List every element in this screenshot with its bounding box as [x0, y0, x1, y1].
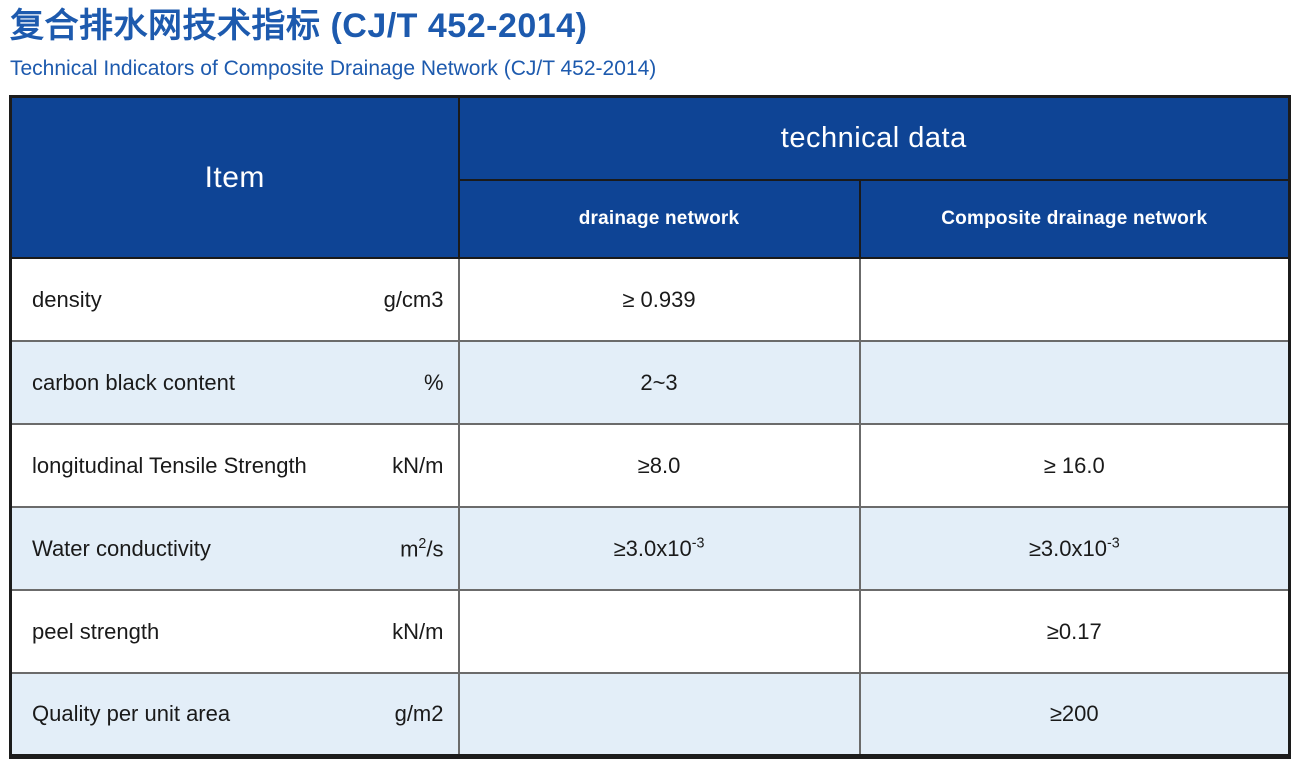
item-cell: Quality per unit area g/m2	[9, 672, 460, 758]
item-unit: g/m2	[394, 701, 444, 727]
item-column-header: Item	[9, 95, 460, 260]
composite-drainage-network-header: Composite drainage network	[858, 179, 1291, 260]
drainage-value-cell: ≥3.0x10-3	[457, 506, 861, 592]
item-cell: longitudinal Tensile Strength kN/m	[9, 423, 460, 509]
table-row: Water conductivity m2/s ≥3.0x10-3 ≥3.0x10-3	[9, 506, 1291, 592]
cell-value: ≥0.17	[1046, 618, 1102, 644]
drainage-value-cell: ≥8.0	[457, 423, 861, 509]
composite-value-cell: ≥0.17	[858, 589, 1291, 675]
item-cell: peel strength kN/m	[9, 589, 460, 675]
page-title: 复合排水网技术指标 (CJ/T 452-2014)	[10, 7, 588, 45]
technical-data-header: technical data	[457, 95, 1291, 182]
composite-value-cell: ≥200	[858, 672, 1291, 758]
composite-value-cell	[858, 340, 1291, 426]
cell-value: ≥3.0x10-3	[613, 535, 705, 561]
drainage-value-cell: 2~3	[457, 340, 861, 426]
table-body: density g/cm3 ≥ 0.939 carbon black content%…	[9, 257, 1291, 758]
item-label: longitudinal Tensile Strength	[32, 452, 307, 478]
item-label: density	[32, 286, 102, 312]
cell-value: ≥8.0	[637, 452, 681, 478]
table-row: Quality per unit area g/m2 ≥200	[9, 672, 1291, 758]
item-unit: kN/m	[392, 618, 444, 644]
drainage-value-cell: ≥ 0.939	[457, 257, 861, 343]
cell-value: ≥ 0.939	[622, 286, 696, 312]
cell-value: ≥3.0x10-3	[1028, 535, 1120, 561]
table-row: density g/cm3 ≥ 0.939	[9, 257, 1291, 343]
composite-value-cell: ≥3.0x10-3	[858, 506, 1291, 592]
item-label: carbon black content	[32, 369, 236, 395]
item-cell: Water conductivity m2/s	[9, 506, 460, 592]
spec-table: Item technical data drainage network Com…	[9, 94, 1291, 759]
item-unit: m2/s	[400, 535, 444, 561]
table-header: Item technical data drainage network Com…	[9, 95, 1291, 260]
table-row: carbon black content% 2~3	[9, 340, 1291, 426]
item-label: Quality per unit area	[32, 701, 231, 727]
table-row: peel strength kN/m ≥0.17	[9, 589, 1291, 675]
cell-value: ≥200	[1049, 701, 1099, 727]
cell-value: 2~3	[640, 369, 678, 395]
cell-value: ≥ 16.0	[1043, 452, 1105, 478]
item-unit: g/cm3	[383, 286, 444, 312]
item-unit: %	[423, 369, 444, 395]
composite-value-cell	[858, 257, 1291, 343]
drainage-value-cell	[457, 672, 861, 758]
item-unit: kN/m	[392, 452, 444, 478]
drainage-network-header: drainage network	[457, 179, 861, 260]
composite-value-cell: ≥ 16.0	[858, 423, 1291, 509]
item-cell: carbon black content%	[9, 340, 460, 426]
page: 复合排水网技术指标 (CJ/T 452-2014) Technical Indi…	[0, 6, 1297, 773]
item-label: Water conductivity	[32, 535, 211, 561]
item-cell: density g/cm3	[9, 257, 460, 343]
item-label: peel strength	[32, 618, 160, 644]
page-subtitle: Technical Indicators of Composite Draina…	[10, 56, 657, 80]
table-row: longitudinal Tensile Strength kN/m ≥8.0 ≥ 1…	[9, 423, 1291, 509]
drainage-value-cell	[457, 589, 861, 675]
